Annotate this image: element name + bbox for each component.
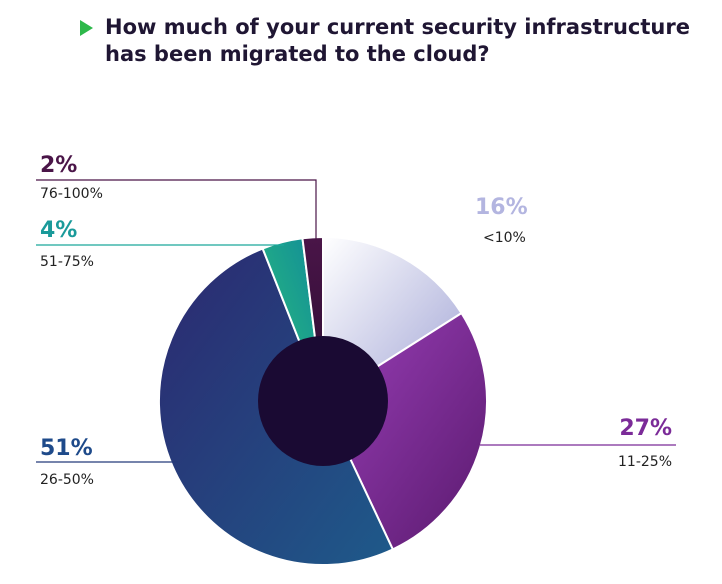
data-label-26-50: 51%: [40, 436, 93, 461]
data-label-lt10: 16%: [475, 195, 528, 220]
data-label-76-100: 2%: [40, 153, 77, 178]
data-label-11-25: 27%: [619, 416, 672, 441]
play-arrow-icon: [80, 20, 93, 36]
category-label-11-25: 11-25%: [618, 454, 672, 470]
category-label-26-50: 26-50%: [40, 472, 94, 488]
chart-title-text: How much of your current security infras…: [105, 15, 690, 66]
category-label-lt10: <10%: [483, 230, 526, 246]
donut-hole: [258, 336, 388, 466]
category-label-51-75: 51-75%: [40, 254, 94, 270]
category-label-76-100: 76-100%: [40, 186, 103, 202]
leader-line-76-100: [36, 179, 317, 242]
data-label-51-75: 4%: [40, 218, 77, 243]
pie-slice-11-25: [321, 311, 489, 551]
